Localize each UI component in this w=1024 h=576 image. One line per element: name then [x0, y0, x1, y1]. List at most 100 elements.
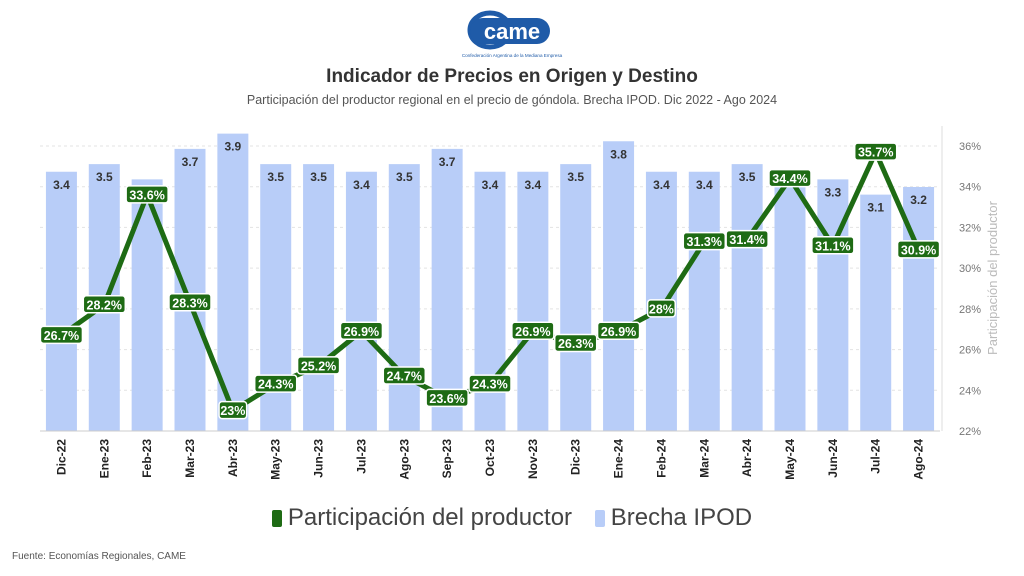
point-label-box — [646, 299, 676, 318]
x-tick-label: Dic-23 — [569, 439, 583, 475]
x-tick-label: May-23 — [269, 439, 283, 480]
point-label-box — [511, 321, 555, 340]
point-value-label: 30.9% — [901, 243, 936, 257]
bar-value-label: 3.4 — [525, 178, 542, 192]
point-value-label: 35.7% — [858, 146, 893, 160]
line-point[interactable]: 28% — [646, 299, 676, 318]
line-point[interactable]: 23.6% — [425, 388, 469, 408]
line-point[interactable]: 34.4% — [768, 168, 812, 188]
bar[interactable] — [688, 171, 720, 431]
line-point[interactable]: 26.9% — [339, 321, 384, 340]
line-point[interactable]: 26.9% — [596, 321, 641, 340]
bar-value-label: 3.7 — [439, 155, 456, 169]
point-label-box — [682, 231, 727, 251]
point-value-label: 26.9% — [515, 325, 550, 339]
point-value-label: 25.2% — [301, 359, 336, 373]
chart-legend: Participación del productor Brecha IPOD — [0, 504, 1024, 534]
line-point[interactable]: 26.9% — [511, 321, 555, 340]
legend-item-participacion[interactable]: Participación del productor — [271, 504, 572, 532]
legend-label-brecha: Brecha IPOD — [610, 504, 753, 531]
logo-wordmark: came — [484, 19, 540, 44]
bar[interactable] — [774, 179, 806, 431]
point-value-label: 31.3% — [687, 235, 722, 249]
y-tick-label: 30% — [959, 263, 981, 275]
legend-item-brecha[interactable]: Brecha IPOD — [594, 504, 753, 532]
bar[interactable] — [388, 164, 420, 431]
line-point[interactable]: 30.9% — [896, 240, 941, 259]
point-value-label: 33.6% — [129, 188, 164, 202]
x-tick-label: Feb-24 — [654, 439, 668, 478]
point-label-box — [425, 388, 469, 408]
point-value-label: 24.3% — [258, 378, 293, 392]
y-tick-label: 24% — [959, 385, 981, 397]
bar[interactable] — [860, 194, 892, 431]
x-tick-label: Jun-24 — [826, 439, 840, 478]
line-point[interactable]: 26.3% — [553, 333, 598, 353]
point-value-label: 26.9% — [601, 325, 636, 339]
point-value-label: 24.7% — [387, 370, 422, 384]
line-point[interactable]: 28.2% — [82, 295, 127, 314]
x-tick-label: Oct-23 — [483, 439, 497, 477]
line-point[interactable]: 24.3% — [253, 374, 298, 393]
bar[interactable] — [303, 164, 335, 431]
bar-value-label: 3.4 — [482, 178, 499, 192]
point-label-box — [768, 168, 812, 188]
came-logo: came Confederación Argentina de la Media… — [450, 10, 574, 68]
point-value-label: 26.7% — [44, 329, 79, 343]
point-value-label: 34.4% — [772, 172, 807, 186]
bar[interactable] — [517, 171, 549, 431]
line-point[interactable]: 31.1% — [811, 236, 855, 255]
point-value-label: 23% — [220, 404, 245, 418]
bar[interactable] — [45, 171, 77, 431]
source-note: Fuente: Economías Regionales, CAME — [12, 551, 186, 562]
bar-value-label: 3.4 — [353, 178, 370, 192]
point-label-box — [296, 356, 341, 375]
x-tick-label: Ago-23 — [397, 439, 411, 480]
bar[interactable] — [431, 148, 463, 431]
line-point[interactable]: 23% — [218, 400, 248, 420]
bar-value-label: 3.9 — [225, 140, 242, 154]
x-tick-label: Abr-23 — [226, 439, 240, 477]
bar[interactable] — [731, 164, 763, 431]
line-point[interactable]: 35.7% — [853, 142, 898, 161]
x-tick-label: May-24 — [783, 439, 797, 480]
bar-value-label: 3.4 — [653, 178, 670, 192]
logo-tagline: Confederación Argentina de la Mediana Em… — [462, 53, 563, 58]
bar[interactable] — [603, 141, 635, 431]
x-tick-label: Mar-23 — [183, 439, 197, 478]
x-tick-label: Nov-23 — [526, 439, 540, 479]
bar[interactable] — [560, 164, 592, 431]
line-point[interactable]: 31.3% — [682, 231, 727, 251]
bar-value-label: 3.5 — [267, 170, 284, 184]
point-value-label: 31.1% — [815, 239, 850, 253]
line-point[interactable]: 33.6% — [125, 185, 169, 204]
chart-subtitle: Participación del productor regional en … — [246, 93, 778, 107]
line-point[interactable]: 31.4% — [725, 229, 769, 249]
bar-value-label: 3.4 — [53, 178, 70, 192]
x-tick-label: Feb-23 — [140, 439, 154, 478]
x-tick-label: Ene-23 — [97, 439, 111, 479]
bar-value-label: 3.3 — [825, 185, 842, 199]
point-value-label: 26.3% — [558, 337, 593, 351]
x-tick-label: Mar-24 — [697, 439, 711, 478]
y-tick-label: 36% — [959, 141, 981, 153]
point-label-box — [382, 366, 427, 385]
point-label-box — [168, 293, 212, 312]
point-value-label: 28.2% — [87, 298, 122, 312]
line-point[interactable]: 28.3% — [168, 293, 212, 312]
bar[interactable] — [345, 171, 377, 431]
bar-value-label: 3.5 — [396, 170, 413, 184]
y-tick-label: 22% — [959, 426, 981, 438]
line-point[interactable]: 25.2% — [296, 356, 341, 375]
line-point[interactable]: 24.3% — [468, 374, 512, 393]
y-axis-right-label: Participación del productor — [985, 200, 1000, 355]
point-label-box — [253, 374, 298, 393]
bar-value-label: 3.4 — [696, 178, 713, 192]
point-label-box — [125, 185, 169, 204]
line-point[interactable]: 26.7% — [39, 325, 84, 345]
line-point[interactable]: 24.7% — [382, 366, 427, 385]
bar[interactable] — [174, 148, 206, 431]
point-value-label: 23.6% — [429, 392, 464, 406]
bar-value-label: 3.5 — [96, 170, 113, 184]
point-value-label: 31.4% — [729, 233, 764, 247]
